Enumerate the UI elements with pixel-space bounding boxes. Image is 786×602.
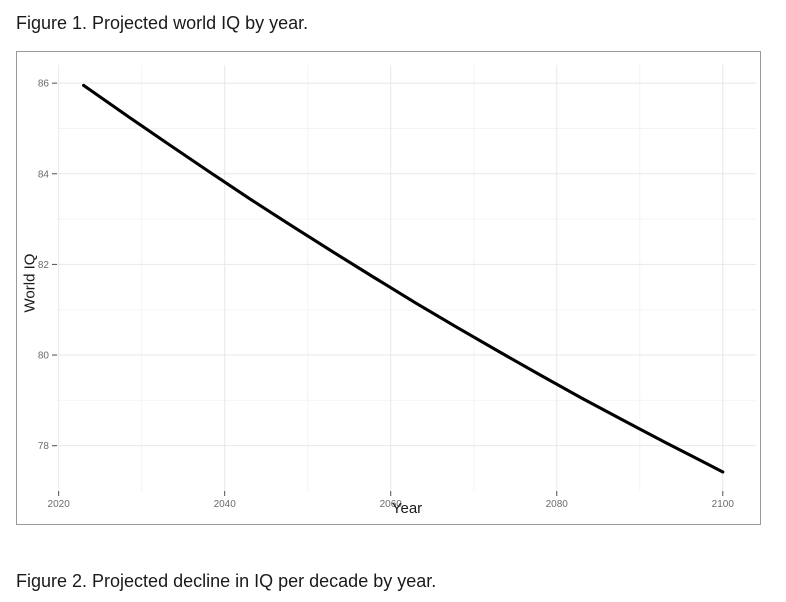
y-tick-label: 86 bbox=[38, 79, 50, 90]
y-tick-label: 80 bbox=[38, 351, 50, 362]
x-axis-title: Year bbox=[391, 500, 423, 517]
x-tick-label: 2040 bbox=[214, 499, 237, 510]
x-tick-label: 2100 bbox=[712, 499, 735, 510]
chart-plot-area: 86 84 82 80 78 2020 2040 2060 2080 2100 bbox=[38, 65, 756, 510]
figure1-caption: Figure 1. Projected world IQ by year. bbox=[16, 13, 309, 33]
x-tick-label: 2080 bbox=[546, 499, 569, 510]
x-tick-label: 2060 bbox=[380, 499, 403, 510]
figure2-caption: Figure 2. Projected decline in IQ per de… bbox=[16, 571, 437, 591]
y-tick-label: 82 bbox=[38, 260, 50, 271]
x-tick-label: 2020 bbox=[48, 499, 71, 510]
y-tick-label: 78 bbox=[38, 441, 50, 452]
y-axis-title: World IQ bbox=[21, 253, 39, 313]
iq-projection-chart: 86 84 82 80 78 2020 2040 2060 2080 2100 Year Worl… bbox=[16, 51, 761, 525]
y-tick-label: 84 bbox=[38, 169, 50, 180]
iq-projection-line bbox=[82, 83, 725, 474]
